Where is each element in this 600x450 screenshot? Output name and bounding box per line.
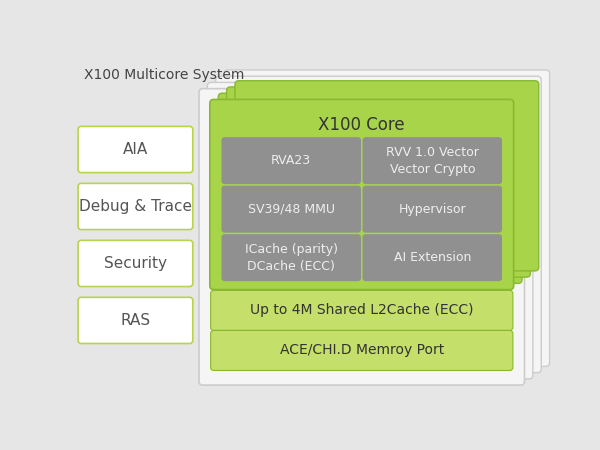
FancyBboxPatch shape <box>210 99 514 290</box>
Text: ICache (parity)
DCache (ECC): ICache (parity) DCache (ECC) <box>245 243 338 273</box>
FancyBboxPatch shape <box>199 89 524 385</box>
Text: ACE/CHI.D Memroy Port: ACE/CHI.D Memroy Port <box>280 343 444 357</box>
Text: Hypervisor: Hypervisor <box>398 202 466 216</box>
Text: SV39/48 MMU: SV39/48 MMU <box>248 202 335 216</box>
FancyBboxPatch shape <box>216 76 541 373</box>
FancyBboxPatch shape <box>362 234 502 281</box>
Text: RVA23: RVA23 <box>271 154 311 167</box>
FancyBboxPatch shape <box>78 297 193 343</box>
FancyBboxPatch shape <box>78 183 193 230</box>
Text: RVV 1.0 Vector
Vector Crypto: RVV 1.0 Vector Vector Crypto <box>386 146 479 176</box>
FancyBboxPatch shape <box>208 82 533 379</box>
FancyBboxPatch shape <box>362 137 502 184</box>
FancyBboxPatch shape <box>227 87 530 277</box>
FancyBboxPatch shape <box>235 81 539 271</box>
FancyBboxPatch shape <box>78 126 193 173</box>
FancyBboxPatch shape <box>224 70 550 366</box>
FancyBboxPatch shape <box>211 330 513 370</box>
Text: Up to 4M Shared L2Cache (ECC): Up to 4M Shared L2Cache (ECC) <box>250 303 473 317</box>
FancyBboxPatch shape <box>211 290 513 330</box>
FancyBboxPatch shape <box>221 234 361 281</box>
Text: RAS: RAS <box>121 313 151 328</box>
FancyBboxPatch shape <box>362 186 502 233</box>
Text: Security: Security <box>104 256 167 271</box>
Text: AI Extension: AI Extension <box>394 251 471 264</box>
Text: X100 Core: X100 Core <box>319 116 405 134</box>
Text: X100 Multicore System: X100 Multicore System <box>84 68 245 82</box>
Text: AIA: AIA <box>123 142 148 157</box>
FancyBboxPatch shape <box>221 186 361 233</box>
FancyBboxPatch shape <box>221 137 361 184</box>
Text: Debug & Trace: Debug & Trace <box>79 199 192 214</box>
FancyBboxPatch shape <box>78 240 193 287</box>
FancyBboxPatch shape <box>218 93 522 284</box>
